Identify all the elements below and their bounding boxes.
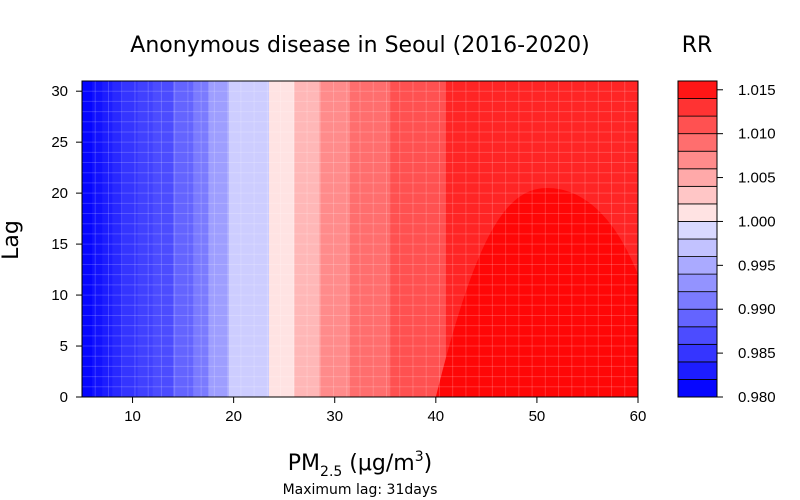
x-label-unit-open: (μg/m: [342, 451, 414, 476]
colorbar-tick-label: 0.995: [738, 257, 776, 274]
contour-band: [122, 81, 139, 397]
colorbar-swatch: [677, 80, 718, 99]
contour-band: [208, 81, 230, 397]
colorbar-swatch: [677, 168, 718, 187]
colorbar-tick-label: 1.000: [738, 213, 776, 230]
chart-title: Anonymous disease in Seoul (2016-2020): [130, 33, 589, 58]
plot-frame: [81, 80, 639, 398]
colorbar-swatch: [677, 343, 718, 363]
contour-band: [319, 81, 351, 397]
x-tick-label: 40: [427, 408, 444, 425]
contour-region-high: [435, 188, 638, 397]
colorbar-title: RR: [682, 33, 713, 58]
contour-band: [269, 81, 295, 397]
y-tick-label: 10: [51, 287, 68, 304]
x-tick-label: 30: [326, 408, 343, 425]
plot-area: [81, 80, 639, 398]
x-tick-label: 20: [225, 408, 242, 425]
y-tick-label: 25: [51, 134, 68, 151]
colorbar-swatch: [677, 133, 718, 152]
colorbar: 0.980 0.985 0.990 0.995 1.000 1.005 1.010 1.015: [677, 80, 776, 406]
max-lag-note: Maximum lag: 31days: [283, 482, 438, 498]
contour-band: [92, 81, 103, 397]
colorbar-tick-label: 1.010: [738, 126, 776, 143]
colorbar-swatch: [677, 203, 718, 222]
y-axis: 0 5 10 15 20 25 30: [51, 83, 82, 406]
colorbar-swatch: [677, 273, 718, 293]
colorbar-swatch: [677, 361, 718, 380]
colorbar-swatch: [677, 308, 718, 328]
colorbar-swatch: [677, 291, 718, 310]
contour-band: [172, 81, 194, 397]
contour-band: [137, 81, 154, 397]
y-tick-label: 0: [60, 389, 68, 406]
colorbar-swatch: [677, 326, 718, 345]
contour-band: [152, 81, 174, 397]
x-tick-label: 10: [124, 408, 141, 425]
colorbar-swatch: [677, 98, 718, 117]
colorbar-frame: [677, 80, 718, 398]
y-tick-label: 20: [51, 185, 68, 202]
contour-band: [294, 81, 321, 397]
y-tick-label: 5: [60, 338, 68, 355]
colorbar-swatch: [677, 379, 718, 398]
contour-band: [349, 81, 391, 397]
x-axis: 10 20 30 40 50 60: [124, 397, 646, 425]
contour-corner: [630, 81, 638, 99]
colorbar-swatch: [677, 221, 718, 240]
x-axis-label: PM2.5 (μg/m3): [288, 449, 432, 480]
x-tick-label: 60: [630, 408, 647, 425]
colorbar-tick-label: 1.015: [738, 82, 776, 99]
x-label-sup: 3: [415, 449, 424, 465]
colorbar-swatch: [677, 238, 718, 257]
colorbar-tick-label: 1.005: [738, 170, 776, 187]
y-axis-label: Lag: [0, 220, 24, 260]
colorbar-swatch: [677, 185, 718, 205]
x-label-unit-close: ): [424, 451, 433, 476]
contour-band: [193, 81, 209, 397]
colorbar-swatch: [677, 150, 718, 170]
x-label-sub: 2.5: [320, 464, 342, 480]
contour-region-top: [526, 386, 598, 397]
colorbar-tick-label: 0.985: [738, 345, 776, 362]
contour-band: [112, 81, 123, 397]
x-tick-label: 50: [529, 408, 546, 425]
y-tick-label: 15: [51, 236, 68, 253]
x-label-base: PM: [288, 451, 320, 476]
contour-band: [82, 81, 93, 397]
colorbar-tick-label: 0.990: [738, 301, 776, 318]
colorbar-swatch: [677, 115, 718, 135]
colorbar-swatch: [677, 256, 718, 275]
y-tick-label: 30: [51, 83, 68, 100]
colorbar-tick-label: 0.980: [738, 389, 776, 406]
contour-band: [102, 81, 113, 397]
contour-band: [228, 81, 270, 397]
contour-band: [390, 81, 447, 397]
